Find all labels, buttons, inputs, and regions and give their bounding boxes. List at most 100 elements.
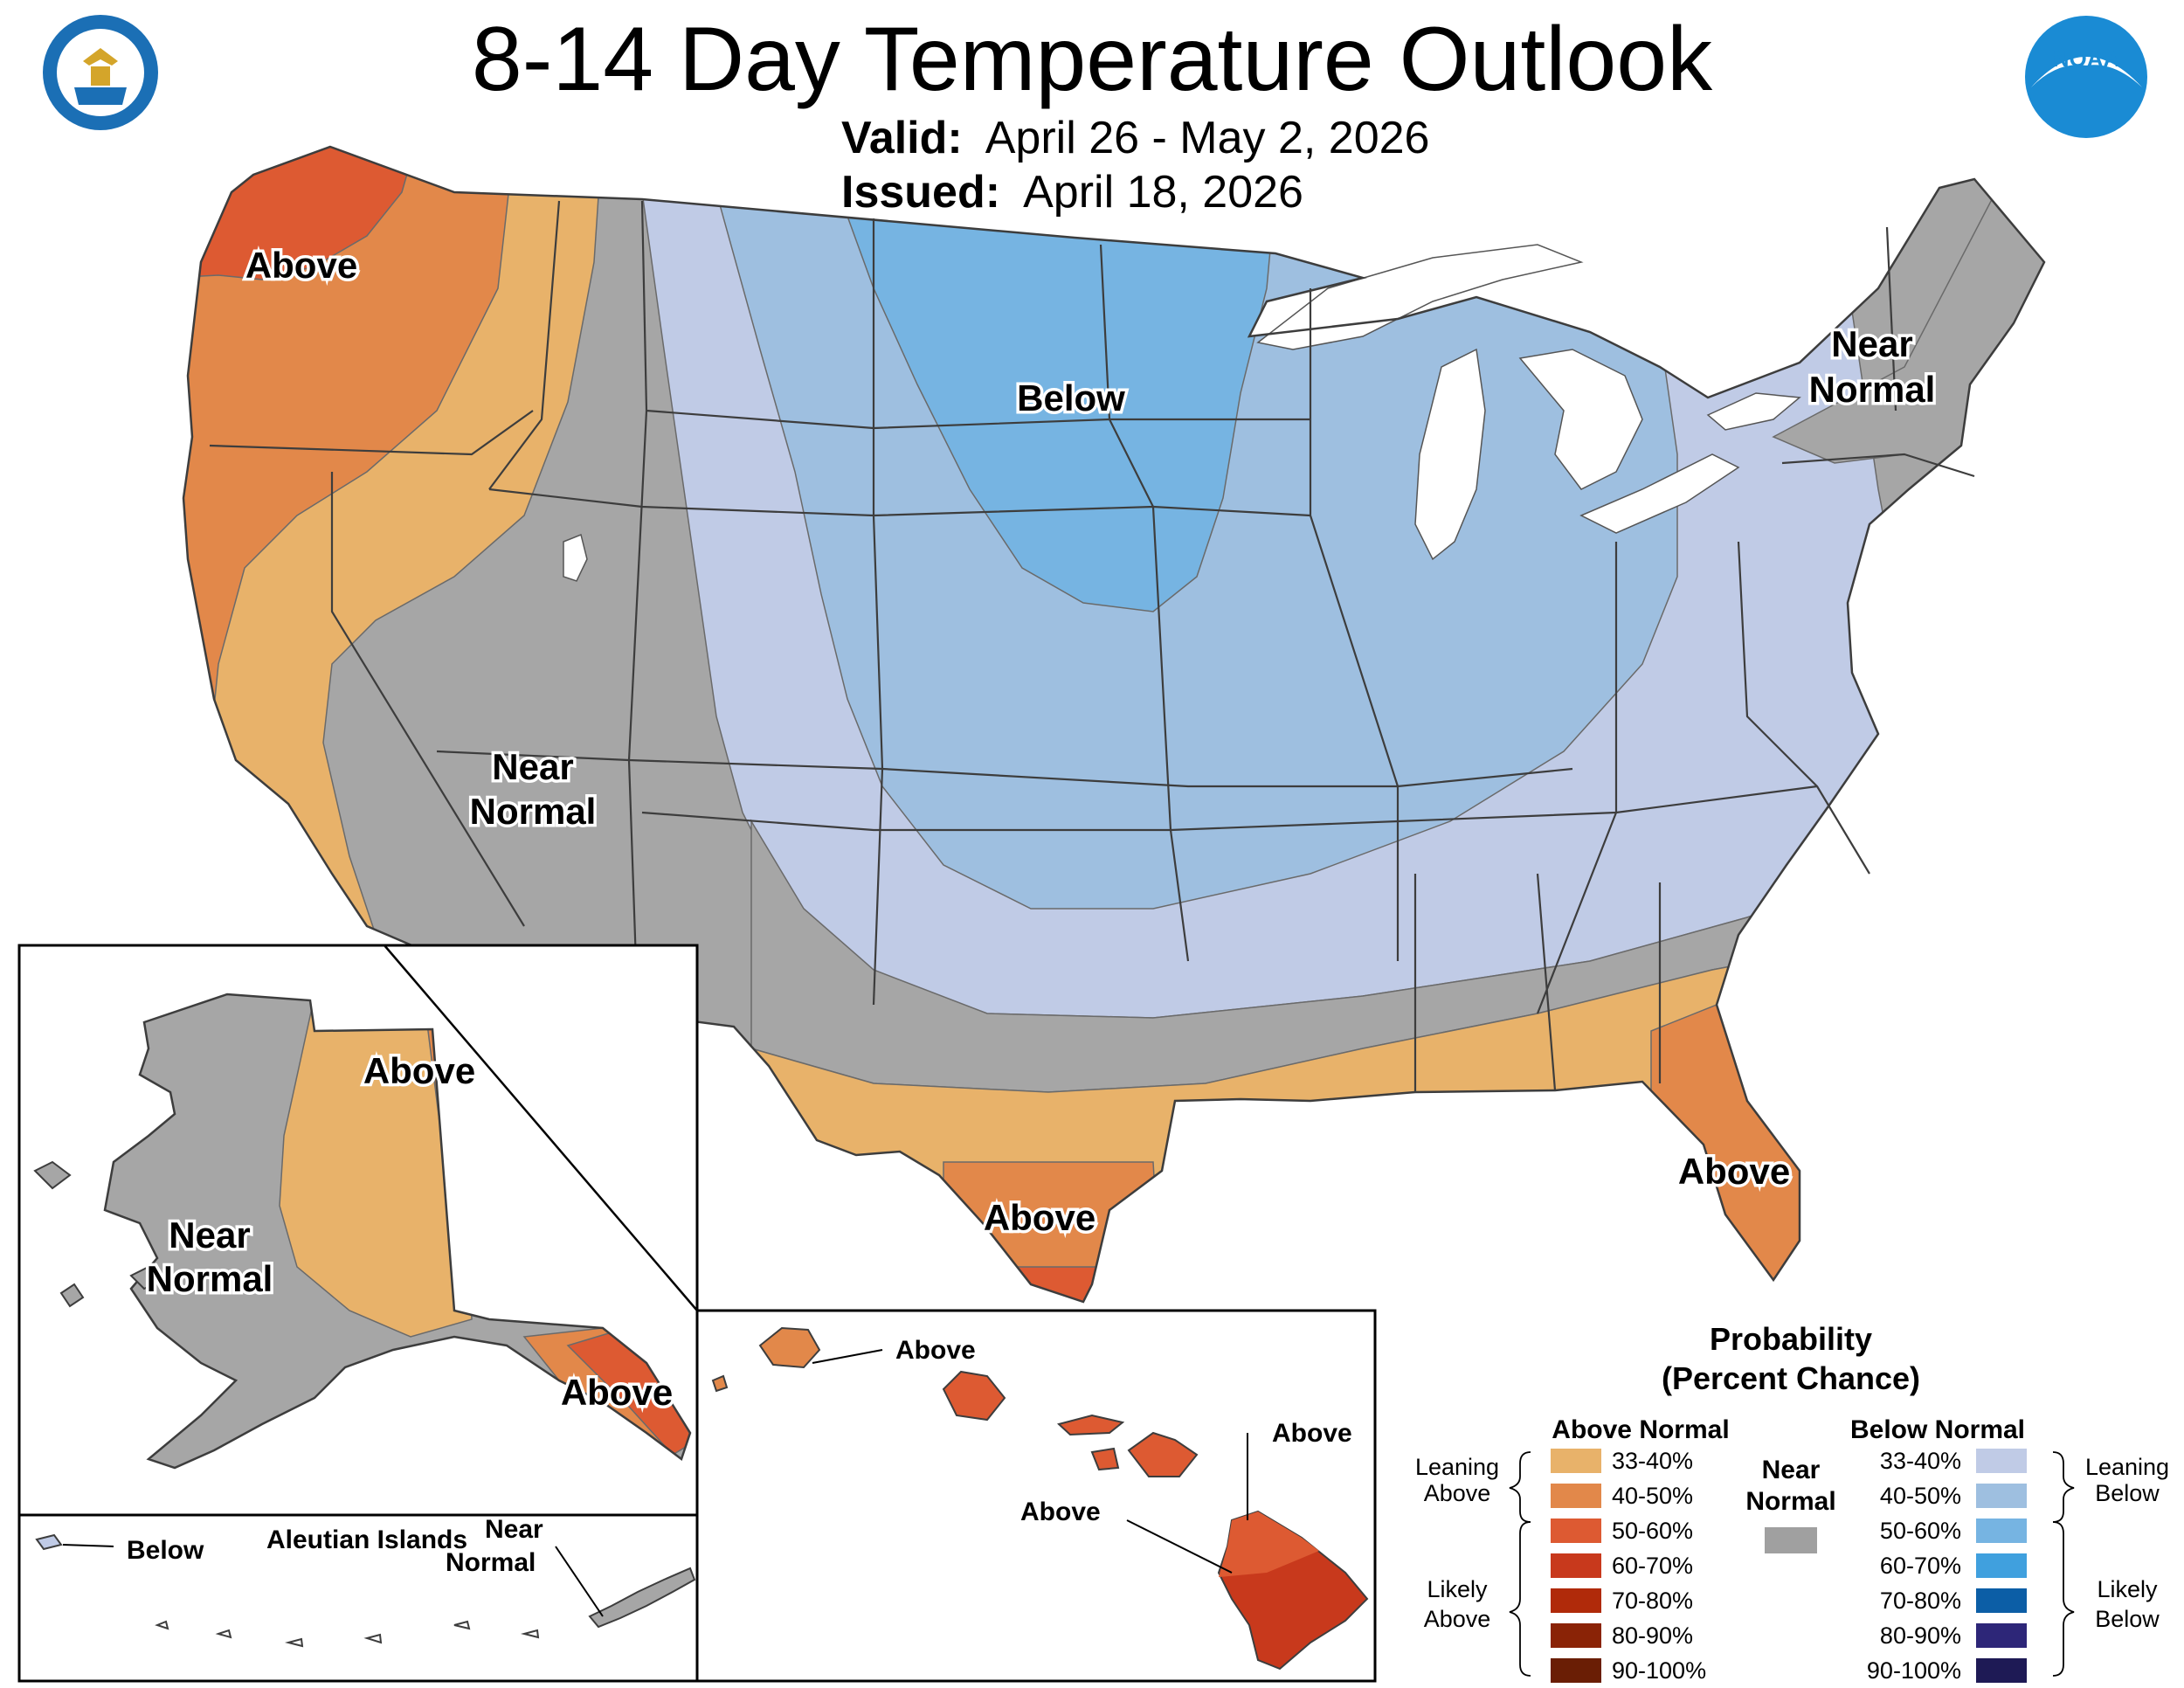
legend-above-range: 60-70%: [1612, 1553, 1693, 1579]
legend-below-swatch: [1976, 1553, 2027, 1578]
noaa-logo: NOAA: [2025, 16, 2147, 138]
legend-above-range: 80-90%: [1612, 1622, 1693, 1649]
oahu-island: [942, 1370, 1006, 1422]
lake-michigan: [1414, 348, 1486, 561]
legend-bracket-likely-above: [1509, 1521, 1531, 1677]
aleutian-below-leader: [62, 1544, 114, 1547]
lake-erie: [1579, 453, 1740, 534]
legend-below-header: Below Normal: [1850, 1415, 2025, 1444]
legend-likely-below-1: Likely: [2097, 1576, 2158, 1602]
zone-above-40-50-florida: [1650, 978, 1853, 1302]
valid-line: Valid: April 26 - May 2, 2026: [841, 112, 1429, 164]
big-island-north-zone: [1219, 1512, 1319, 1577]
legend-bracket-leaning-above: [1509, 1451, 1531, 1523]
legend-above-swatch: [1551, 1658, 1601, 1683]
legend-leaning-below-1: Leaning: [2085, 1454, 2169, 1480]
valid-label: Valid:: [841, 113, 963, 163]
label-alaska-above-southeast: Above: [561, 1372, 673, 1413]
legend-likely-above-2: Above: [1424, 1606, 1491, 1632]
legend-above-swatch: [1551, 1588, 1601, 1613]
legend-above-swatch: [1551, 1553, 1601, 1578]
great-salt-lake: [563, 533, 588, 582]
hawaii-inset: [695, 1309, 1377, 1683]
label-aleutian-near-2: Normal: [446, 1548, 536, 1577]
legend-near-header-2: Normal: [1745, 1487, 1835, 1516]
aleutian-inset: [17, 1513, 699, 1683]
commerce-seal-logo: [43, 15, 158, 130]
kauai-island: [758, 1326, 821, 1369]
legend-bracket-leaning-below: [2052, 1451, 2075, 1523]
state-boundaries: [209, 200, 1975, 1092]
legend-near-header-1: Near: [1762, 1456, 1821, 1484]
niihau-island: [711, 1374, 729, 1393]
label-near-normal-west-1: Near: [492, 746, 573, 787]
legend-title-2: (Percent Chance): [1662, 1360, 1920, 1396]
legend-below-rows: 33-40% 40-50% 50-60% 60-70% 70-80% 80-90% 90-1…: [1867, 1448, 2027, 1684]
label-alaska-near-normal-2: Normal: [147, 1258, 273, 1299]
issued-line: Issued: April 18, 2026: [841, 166, 1303, 218]
label-aleutian-islands: Aleutian Islands: [266, 1525, 467, 1554]
legend-below-range: 70-80%: [1880, 1588, 1961, 1614]
legend-above-swatch: [1551, 1519, 1601, 1543]
alaska-inset: [17, 944, 699, 1517]
label-hawaii-above-kauai: Above: [895, 1336, 976, 1365]
label-above-texas: Above: [984, 1197, 1095, 1238]
label-near-normal-northeast-2: Normal: [1809, 369, 1936, 410]
legend-above-swatch: [1551, 1623, 1601, 1648]
legend-bracket-likely-below: [2052, 1521, 2075, 1677]
legend: Probability (Percent Chance) Above Norma…: [1415, 1321, 2169, 1684]
issued-date: April 18, 2026: [1023, 167, 1303, 218]
legend-above-range: 40-50%: [1612, 1483, 1693, 1509]
legend-below-swatch: [1976, 1449, 2027, 1473]
legend-below-range: 33-40%: [1880, 1448, 1961, 1474]
inset-connector-line: [384, 944, 698, 1311]
aleutian-below-islands: [35, 1533, 63, 1551]
aleutian-chain-islands: [155, 1620, 540, 1648]
issued-label: Issued:: [841, 167, 1001, 218]
legend-below-swatch: [1976, 1658, 2027, 1683]
label-alaska-above-north: Above: [363, 1050, 475, 1091]
legend-above-header: Above Normal: [1552, 1415, 1729, 1444]
legend-below-swatch: [1976, 1588, 2027, 1613]
legend-below-range: 40-50%: [1880, 1483, 1961, 1509]
maui-island: [1127, 1431, 1199, 1477]
label-aleutian-near-1: Near: [485, 1515, 543, 1544]
label-near-normal-west-2: Normal: [470, 791, 597, 832]
legend-leaning-above-1: Leaning: [1415, 1454, 1499, 1480]
label-hawaii-above-maui: Above: [1272, 1419, 1352, 1448]
lanai-island: [1090, 1447, 1120, 1471]
legend-below-range: 60-70%: [1880, 1553, 1961, 1579]
lake-superior: [1256, 244, 1584, 350]
legend-above-range: 90-100%: [1612, 1657, 1706, 1684]
aleutian-near-normal-islands: [588, 1567, 696, 1629]
legend-likely-above-1: Likely: [1427, 1576, 1488, 1602]
legend-above-range: 50-60%: [1612, 1518, 1693, 1544]
molokai-island: [1056, 1414, 1125, 1436]
legend-above-rows: 33-40% 40-50% 50-60% 60-70% 70-80% 80-90% 90-1…: [1551, 1448, 1706, 1684]
legend-below-swatch: [1976, 1484, 2027, 1508]
aleutian-near-leader: [555, 1546, 604, 1617]
legend-above-range: 70-80%: [1612, 1588, 1693, 1614]
legend-above-swatch: [1551, 1484, 1601, 1508]
aleutian-inset-frame: [17, 1513, 699, 1683]
legend-title-1: Probability: [1710, 1321, 1872, 1357]
legend-likely-below-2: Below: [2095, 1606, 2160, 1632]
legend-below-range: 80-90%: [1880, 1622, 1961, 1649]
map-title: 8-14 Day Temperature Outlook: [471, 9, 1713, 110]
legend-below-range: 90-100%: [1867, 1657, 1961, 1684]
legend-below-swatch: [1976, 1623, 2027, 1648]
legend-near-normal-swatch: [1765, 1527, 1817, 1553]
label-hawaii-above-big-island: Above: [1020, 1498, 1101, 1526]
legend-above-swatch: [1551, 1449, 1601, 1473]
label-aleutian-below: Below: [127, 1536, 204, 1565]
legend-below-range: 50-60%: [1880, 1518, 1961, 1544]
legend-below-swatch: [1976, 1519, 2027, 1543]
map-labels: Above Below Near Normal Near Normal Abov…: [127, 242, 1939, 1578]
alaska-islands: [33, 1160, 163, 1308]
label-above-northwest: Above: [245, 245, 357, 286]
valid-dates: April 26 - May 2, 2026: [985, 113, 1430, 163]
noaa-logo-text: NOAA: [2053, 45, 2120, 72]
label-above-florida: Above: [1678, 1151, 1790, 1192]
label-near-normal-northeast-1: Near: [1831, 323, 1912, 364]
